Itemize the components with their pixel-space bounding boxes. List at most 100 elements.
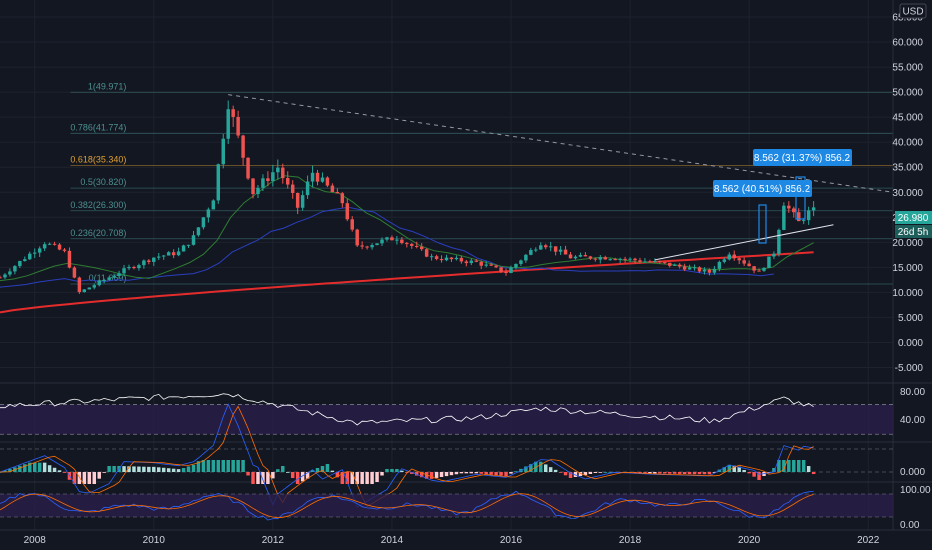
candle-body[interactable] xyxy=(722,259,727,262)
candle-body[interactable] xyxy=(152,257,156,262)
stoch-d-line[interactable] xyxy=(0,493,814,519)
measure-tool-lower[interactable]: 8.562 (40.51%) 856.2 xyxy=(713,180,812,197)
candle-body[interactable] xyxy=(405,243,409,245)
candle-body[interactable] xyxy=(573,256,578,259)
candle-body[interactable] xyxy=(246,157,250,179)
candle-body[interactable] xyxy=(221,138,225,165)
measure-tool-upper[interactable]: 8.562 (31.37%) 856.2 xyxy=(753,149,852,166)
candle-body[interactable] xyxy=(543,245,548,248)
price-axis[interactable]: 65.00060.00055.00050.00045.00040.00035.0… xyxy=(892,13,923,374)
candle-body[interactable] xyxy=(772,253,776,257)
candle-body[interactable] xyxy=(87,287,92,290)
candle-body[interactable] xyxy=(171,252,176,256)
candle-body[interactable] xyxy=(464,261,469,264)
candle-body[interactable] xyxy=(18,261,22,267)
candle-body[interactable] xyxy=(548,246,553,248)
candle-body[interactable] xyxy=(762,267,766,271)
candle-body[interactable] xyxy=(687,267,692,270)
candle-body[interactable] xyxy=(67,250,72,268)
candle-body[interactable] xyxy=(747,263,751,267)
candle-body[interactable] xyxy=(395,239,399,241)
candle-body[interactable] xyxy=(682,266,687,270)
candle-body[interactable] xyxy=(196,227,201,236)
candle-body[interactable] xyxy=(633,258,637,261)
candle-body[interactable] xyxy=(360,245,364,247)
candle-body[interactable] xyxy=(236,116,240,136)
candle-body[interactable] xyxy=(52,243,57,245)
candle-body[interactable] xyxy=(663,262,667,264)
candle-body[interactable] xyxy=(583,255,588,257)
candle-body[interactable] xyxy=(122,268,126,274)
candle-body[interactable] xyxy=(42,244,47,249)
candle-body[interactable] xyxy=(57,244,62,250)
candle-body[interactable] xyxy=(757,270,761,272)
candle-body[interactable] xyxy=(47,243,52,245)
currency-selector[interactable]: USD xyxy=(899,3,927,19)
macd-pane[interactable] xyxy=(0,403,893,508)
candle-body[interactable] xyxy=(509,267,513,274)
candle-body[interactable] xyxy=(251,178,255,195)
trendlines[interactable] xyxy=(228,94,894,261)
candle-body[interactable] xyxy=(335,192,340,194)
candle-body[interactable] xyxy=(206,209,211,218)
candle-body[interactable] xyxy=(286,178,290,185)
candlestick-series[interactable] xyxy=(0,100,816,294)
candle-body[interactable] xyxy=(390,237,394,241)
candle-body[interactable] xyxy=(82,289,87,293)
candle-body[interactable] xyxy=(717,261,722,269)
candle-body[interactable] xyxy=(777,229,781,254)
candle-body[interactable] xyxy=(677,264,682,267)
candle-body[interactable] xyxy=(588,256,593,259)
candle-body[interactable] xyxy=(13,266,17,272)
candle-body[interactable] xyxy=(593,258,598,260)
candle-body[interactable] xyxy=(643,261,647,263)
candle-body[interactable] xyxy=(28,253,32,260)
candle-body[interactable] xyxy=(474,260,479,262)
candle-body[interactable] xyxy=(598,257,603,260)
candle-body[interactable] xyxy=(3,274,7,278)
candle-body[interactable] xyxy=(429,256,434,258)
trendline-support[interactable] xyxy=(654,224,834,261)
candle-body[interactable] xyxy=(241,135,245,158)
candle-body[interactable] xyxy=(732,254,736,259)
measure-box-lower[interactable] xyxy=(713,180,812,197)
candle-body[interactable] xyxy=(742,260,746,264)
candle-body[interactable] xyxy=(469,260,474,264)
candle-body[interactable] xyxy=(797,212,801,222)
candle-body[interactable] xyxy=(231,109,235,117)
candle-body[interactable] xyxy=(166,252,171,256)
candle-body[interactable] xyxy=(62,249,67,251)
candle-body[interactable] xyxy=(707,269,712,273)
candle-body[interactable] xyxy=(147,260,151,262)
candle-body[interactable] xyxy=(787,205,791,209)
candle-body[interactable] xyxy=(563,249,568,255)
candle-body[interactable] xyxy=(8,271,12,275)
candle-body[interactable] xyxy=(112,275,116,278)
candle-body[interactable] xyxy=(692,267,697,269)
candle-body[interactable] xyxy=(484,264,488,266)
candle-body[interactable] xyxy=(380,239,384,244)
candle-body[interactable] xyxy=(792,208,796,213)
rsi-pane[interactable] xyxy=(0,393,893,435)
candle-body[interactable] xyxy=(132,266,136,269)
candle-body[interactable] xyxy=(350,219,354,230)
candle-body[interactable] xyxy=(672,264,677,266)
candle-body[interactable] xyxy=(806,210,811,221)
candle-body[interactable] xyxy=(107,277,111,280)
candle-body[interactable] xyxy=(325,177,330,186)
candle-body[interactable] xyxy=(77,277,82,293)
candle-body[interactable] xyxy=(256,187,260,195)
candle-body[interactable] xyxy=(529,250,533,255)
candle-body[interactable] xyxy=(524,254,528,261)
candle-body[interactable] xyxy=(400,239,404,244)
candle-body[interactable] xyxy=(201,217,206,228)
candle-body[interactable] xyxy=(449,257,454,260)
candle-body[interactable] xyxy=(539,245,543,250)
candle-body[interactable] xyxy=(494,265,498,268)
candle-body[interactable] xyxy=(648,261,652,263)
candle-body[interactable] xyxy=(504,271,508,274)
candle-body[interactable] xyxy=(211,200,216,210)
candle-body[interactable] xyxy=(137,265,141,269)
candle-body[interactable] xyxy=(271,172,275,181)
